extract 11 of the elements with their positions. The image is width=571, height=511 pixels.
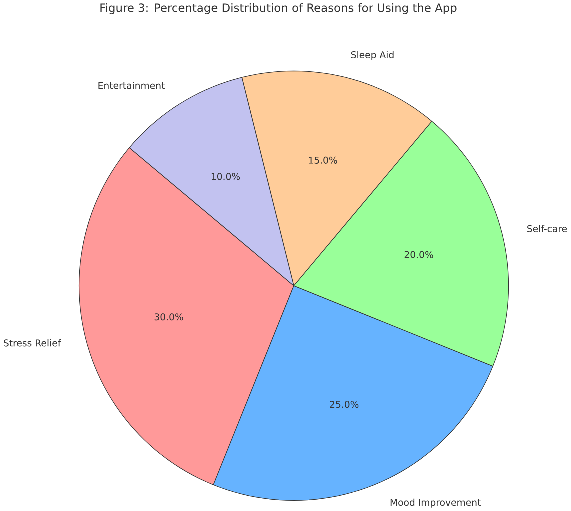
data-label: 30.0% (154, 313, 184, 320)
slice-label: Sleep Aid (351, 51, 394, 60)
chart-title: Figure 3: Percentage Distribution of Reasons for Using the App (100, 3, 457, 14)
data-label: 25.0% (330, 400, 359, 408)
slice-label: Self-care (528, 225, 568, 232)
data-label: 20.0% (404, 251, 434, 258)
slice-label: Entertainment (98, 82, 165, 90)
slice-label: Stress Relief (4, 339, 62, 347)
slice-label: Mood Improvement (390, 498, 481, 508)
data-label: 15.0% (309, 156, 338, 164)
data-label: 10.0% (212, 172, 240, 180)
